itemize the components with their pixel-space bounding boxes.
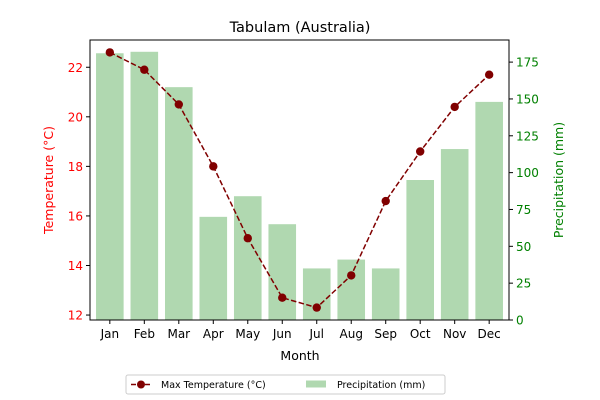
x-tick-label-apr: Apr [203,327,224,341]
temperature-point-oct [415,147,425,156]
right-y-axis: 0 25 50 75 100 125 150 175 [509,56,539,328]
left-tick-label-12: 12 [68,309,83,323]
legend-bar-swatch [306,380,326,388]
temperature-point-aug [347,271,356,280]
x-tick-label-aug: Aug [340,327,363,341]
x-tick-label-nov: Nov [443,327,466,341]
x-tick-label-oct: Oct [410,327,431,341]
legend: Max Temperature (°C) Precipitation (mm) [125,374,446,395]
plot-frame [89,39,510,321]
right-tick-label-25: 25 [516,277,531,291]
temperature-point-jan [105,48,115,57]
right-tick-label-175: 175 [516,56,539,70]
right-tick-label-125: 125 [516,129,539,143]
precipitation-bar-nov [440,149,469,320]
x-axis: Jan Feb Mar Apr May Jun Jul Aug Sep Oct Nov Dec [100,320,501,341]
temperature-series-line [109,51,490,309]
x-tick-label-jun: Jun [272,327,292,341]
precipitation-bar-jul [302,268,331,320]
right-tick-label-150: 150 [516,92,539,106]
right-tick-label-0: 0 [516,314,524,328]
temperature-point-apr [209,162,218,171]
precipitation-bar-feb [130,51,159,320]
temperature-line [105,48,494,312]
temperature-point-sep [381,196,390,206]
x-tick-label-sep: Sep [374,327,397,341]
precipitation-bar-jun [268,224,297,320]
precipitation-bar-mar [165,87,193,320]
x-tick-label-jan: Jan [100,327,120,341]
precipitation-bar-may [233,196,262,320]
precipitation-bars [96,51,503,321]
right-tick-label-75: 75 [516,203,531,217]
chart-title: Tabulam (Australia) [229,20,371,36]
temperature-point-may [243,234,252,243]
precipitation-bar-dec [475,101,503,320]
right-axis-label: Precipitation (mm) [551,122,566,238]
temperature-point-feb [140,65,149,74]
right-tick-label-100: 100 [516,166,539,180]
left-tick-label-14: 14 [68,259,83,273]
x-tick-label-mar: Mar [167,327,190,341]
temperature-point-jul [312,303,321,312]
precipitation-bar-apr [199,216,228,320]
legend-label-temperature: Max Temperature (°C) [161,380,266,391]
left-tick-label-16: 16 [68,209,83,223]
temperature-point-nov [450,102,459,112]
legend-label-precipitation: Precipitation (mm) [337,380,425,391]
right-tick-label-50: 50 [516,240,531,254]
x-tick-label-feb: Feb [134,327,155,341]
x-tick-label-dec: Dec [478,327,501,341]
left-tick-label-20: 20 [68,110,83,124]
left-axis-label: Temperature (°C) [41,126,56,235]
precipitation-bar-oct [406,180,434,320]
x-axis-label: Month [280,348,319,363]
left-y-axis: 12 14 16 18 20 22 [68,61,90,323]
temperature-point-dec [484,70,494,79]
temperature-point-mar [174,100,184,109]
temperature-point-jun [278,293,287,302]
left-tick-label-22: 22 [68,61,83,75]
left-tick-label-18: 18 [68,160,83,174]
legend-line-marker [137,380,145,389]
precipitation-bar-sep [371,268,400,320]
x-tick-label-jul: Jul [309,327,324,341]
precipitation-bar-jan [96,53,124,321]
legend-box [125,374,446,395]
precipitation-bar-aug [337,259,366,320]
x-tick-label-may: May [235,327,260,341]
